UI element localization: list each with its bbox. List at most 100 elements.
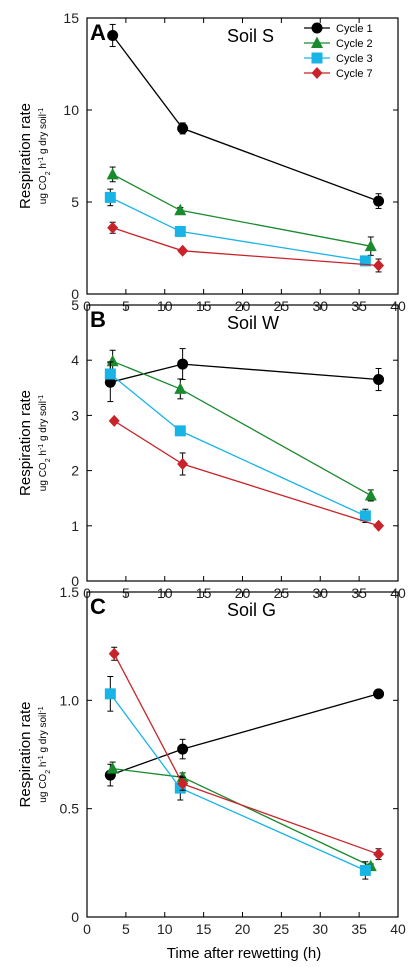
series-cycle-2	[106, 166, 377, 256]
y-tick-label: 15	[63, 10, 79, 26]
panel-letter: C	[90, 594, 106, 619]
y-tick-label: 5	[71, 297, 79, 313]
y-tick-label: 1.5	[60, 584, 80, 600]
series-cycle-1	[107, 23, 385, 209]
series-cycle-3	[104, 361, 371, 523]
y-axis-label-unit: ug CO2 h-1 g dry soil-1	[38, 706, 52, 803]
data-point	[373, 195, 385, 207]
panel-title: Soil S	[227, 26, 274, 46]
data-point	[174, 203, 187, 216]
y-tick-label: 4	[71, 352, 79, 368]
unit-part: g dry soil	[38, 114, 49, 157]
y-axis-label-unit: ug CO2 h-1 g dry soil-1	[38, 108, 52, 205]
series-line	[113, 653, 379, 855]
legend-label: Cycle 3	[336, 53, 373, 65]
series-line	[112, 173, 371, 247]
y-axis-label: Respiration rate ug CO2 h-1 g dry soil-1	[17, 702, 52, 808]
y-axis-label: Respiration rate ug CO2 h-1 g dry soil-1	[17, 390, 52, 496]
x-tick-label: 10	[157, 921, 173, 937]
unit-part: g dry soil	[38, 401, 49, 444]
y-axis-label-unit: ug CO2 h-1 g dry soil-1	[38, 395, 52, 492]
x-tick-label: 0	[83, 921, 91, 937]
panel-a: 0510152025303540051015ASoil SRespiration…	[17, 10, 406, 314]
series-line	[110, 693, 379, 776]
unit-part: -1	[38, 395, 45, 401]
y-tick-label: 5	[71, 194, 79, 210]
unit-part: -1	[38, 157, 45, 163]
unit-part: ug CO	[38, 462, 49, 491]
data-point	[373, 519, 385, 532]
series-line	[112, 360, 372, 496]
series-line	[110, 363, 379, 383]
unit-part: ug CO	[38, 175, 49, 204]
series-cycle-1	[104, 348, 385, 403]
unit-part: h	[38, 762, 49, 770]
y-axis-label-main: Respiration rate	[17, 702, 34, 808]
unit-part: -1	[38, 706, 45, 712]
y-axis-label-main: Respiration rate	[17, 390, 34, 496]
data-point	[104, 368, 116, 380]
panel-title: Soil G	[227, 600, 276, 620]
series-cycle-3	[104, 188, 371, 267]
panel-letter: A	[90, 20, 106, 45]
series-cycle-7	[107, 221, 385, 273]
data-point	[177, 457, 189, 470]
y-tick-label: 0	[71, 573, 79, 589]
data-point	[174, 782, 186, 794]
legend-marker	[311, 67, 323, 79]
data-point	[108, 647, 120, 660]
data-point	[177, 244, 189, 257]
data-point	[177, 358, 189, 370]
panel-c: 0 5 10 15 20 25 30 35 40 0 0.5 1.0 1.5 C Soil G Respira…	[17, 584, 406, 937]
data-point	[373, 688, 385, 700]
legend-label: Cycle 1	[336, 23, 373, 35]
data-point	[364, 488, 377, 501]
y-tick-label: 10	[63, 102, 79, 118]
data-point	[359, 864, 371, 876]
data-point	[107, 29, 119, 41]
data-point	[104, 191, 116, 203]
y-tick-label: 1.0	[60, 692, 80, 708]
data-point	[174, 382, 187, 394]
data-point	[373, 374, 385, 386]
data-point	[359, 255, 371, 267]
unit-part: ug CO	[38, 774, 49, 803]
y-axis-label: Respiration rate ug CO2 h-1 g dry soil-1	[17, 103, 52, 209]
data-point	[106, 762, 119, 774]
data-point	[373, 848, 385, 861]
x-tick-label: 30	[312, 921, 328, 937]
data-point	[364, 239, 377, 252]
panel-b: 0510152025303540012345BSoil WRespiration…	[17, 297, 406, 601]
data-point	[177, 777, 189, 790]
unit-part: -1	[38, 108, 45, 114]
y-tick-label: 0.5	[60, 801, 80, 817]
data-point	[107, 221, 119, 234]
y-tick-label: 0	[71, 909, 79, 925]
y-tick-label: 3	[71, 407, 79, 423]
y-tick-label: 2	[71, 463, 79, 479]
series-line	[112, 767, 372, 867]
unit-part: h	[38, 450, 49, 458]
y-tick-label: 1	[71, 518, 79, 534]
legend-label: Cycle 7	[336, 68, 373, 80]
unit-part: -1	[38, 755, 45, 761]
plot-frame	[86, 304, 399, 582]
panel-title: Soil W	[227, 313, 279, 333]
x-tick-label: 20	[235, 921, 251, 937]
legend-marker	[311, 36, 323, 48]
series-cycle-2	[106, 761, 377, 872]
plot-frame	[86, 591, 399, 918]
series-line	[110, 196, 366, 262]
series-cycle-7	[108, 646, 385, 861]
series-line	[109, 373, 366, 517]
data-point	[106, 167, 119, 180]
unit-part: 2	[45, 770, 52, 774]
x-axis-label: Time after rewetting (h)	[167, 945, 322, 962]
series-line	[113, 420, 379, 527]
legend: Cycle 1 Cycle 2 Cycle 3 Cycle 7	[304, 22, 373, 80]
x-tick-label: 15	[196, 921, 212, 937]
data-point	[177, 122, 189, 134]
x-tick-label: 25	[274, 921, 290, 937]
data-point	[177, 743, 189, 755]
